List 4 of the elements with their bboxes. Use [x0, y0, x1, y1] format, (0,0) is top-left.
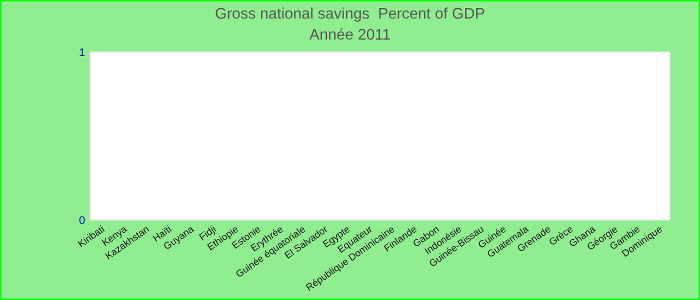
chart-subtitle: Année 2011 [309, 28, 390, 40]
y-tick-label: 1 [80, 48, 85, 56]
y-tick-label: 0 [79, 216, 85, 224]
chart-title: Gross national savings Percent of GDP [216, 8, 484, 22]
